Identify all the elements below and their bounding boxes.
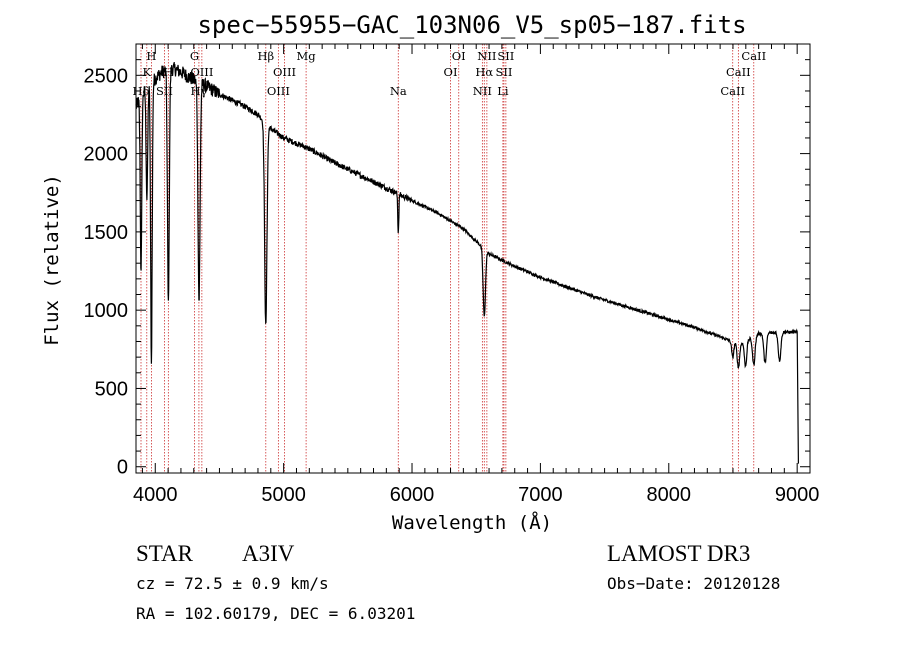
line-marker-label: NII <box>473 84 492 98</box>
line-marker-label: SII <box>156 84 173 98</box>
y-tick-label: 0 <box>117 457 128 479</box>
object-class: STAR <box>136 541 194 566</box>
line-marker-label: OIII <box>267 84 290 98</box>
line-marker-label: SII <box>495 65 512 79</box>
line-marker-label: OIII <box>190 65 213 79</box>
obs-date-text: Obs−Date: 20120128 <box>607 574 780 593</box>
chart-title: spec−55955−GAC_103N06_V5_sp05−187.fits <box>197 11 746 39</box>
line-marker-label: Hα <box>475 65 493 79</box>
line-marker-label: Hδ <box>133 84 150 98</box>
line-marker-label: OI <box>444 65 458 79</box>
line-marker-label: Mg <box>297 49 317 63</box>
line-marker-label: CaII <box>726 65 751 79</box>
spectrum-line <box>135 61 799 464</box>
y-tick-label: 1500 <box>84 222 129 244</box>
y-tick-label: 2500 <box>84 65 129 87</box>
line-marker-label: Na <box>390 84 407 98</box>
line-marker-label: CaII <box>741 49 766 63</box>
line-marker-label: OIII <box>273 65 296 79</box>
y-axis: 0 500 1000 1500 2000 2500 <box>84 59 810 479</box>
y-tick-label: 1000 <box>84 300 129 322</box>
line-marker-label: G <box>190 49 199 63</box>
x-tick-label: 9000 <box>775 484 820 506</box>
x-tick-label: 6000 <box>390 484 435 506</box>
y-tick-label: 500 <box>95 378 128 400</box>
x-tick-label: 7000 <box>518 484 563 506</box>
line-label-group: HK HHδ SIIGOIIIHγHβOIIIOIIIMgNaOIOINIIHαNI… <box>133 49 767 98</box>
line-marker-label: Hβ <box>257 49 274 63</box>
line-marker-label: K <box>142 65 151 79</box>
x-axis: 4000 5000 6000 7000 8000 9000 <box>133 44 819 506</box>
object-subclass: A3IV <box>242 541 295 566</box>
plot-frame <box>135 43 811 474</box>
line-marker-label: CaII <box>720 84 745 98</box>
survey-name: LAMOST DR3 <box>607 541 750 566</box>
x-tick-label: 4000 <box>133 484 178 506</box>
y-axis-label: Flux (relative) <box>41 174 63 346</box>
redshift-text: cz = 72.5 ± 0.9 km/s <box>136 574 329 593</box>
line-marker-label: SII <box>497 49 514 63</box>
x-tick-label: 5000 <box>261 484 306 506</box>
line-marker-label: H <box>146 49 156 63</box>
coords-text: RA = 102.60179, DEC = 6.03201 <box>136 604 415 623</box>
line-marker-label: NII <box>477 49 496 63</box>
line-marker-label: OI <box>452 49 466 63</box>
y-tick-label: 2000 <box>84 144 129 166</box>
line-marker-label: H <box>163 65 173 79</box>
x-axis-label: Wavelength (Å) <box>392 511 552 534</box>
line-marker-label: Li <box>497 84 509 98</box>
line-marker-group <box>140 44 755 473</box>
x-tick-label: 8000 <box>647 484 692 506</box>
